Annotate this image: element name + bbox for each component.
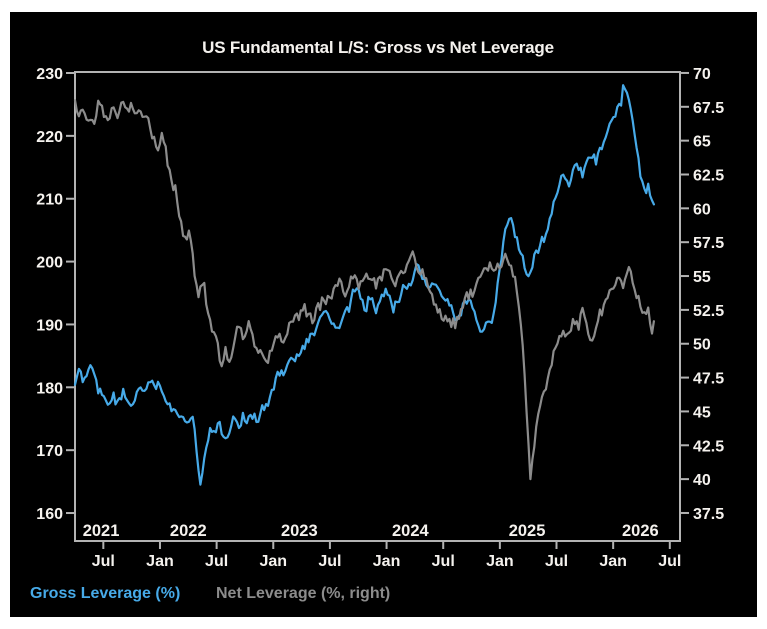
month-tick-label: Jan xyxy=(259,553,287,570)
left-axis-tick-label: 180 xyxy=(36,380,63,397)
left-axis-tick-label: 190 xyxy=(36,317,63,334)
right-axis-tick-label: 70 xyxy=(693,66,711,83)
gross-leverage-line xyxy=(73,84,655,486)
year-label: 2023 xyxy=(281,522,318,540)
right-axis-tick-label: 65 xyxy=(693,134,711,151)
right-axis-tick-label: 55 xyxy=(693,269,711,286)
month-tick-label: Jan xyxy=(486,553,514,570)
month-tick-label: Jul xyxy=(92,553,115,570)
left-axis-tick-label: 220 xyxy=(36,129,63,146)
right-axis-tick-label: 40 xyxy=(693,472,711,489)
right-axis-tick-label: 52.5 xyxy=(693,303,724,320)
right-axis-tick-label: 42.5 xyxy=(693,438,724,455)
year-label: 2026 xyxy=(622,522,659,540)
right-axis-tick-label: 60 xyxy=(693,201,711,218)
left-axis-tick-label: 160 xyxy=(36,506,63,523)
right-axis-tick-label: 47.5 xyxy=(693,371,724,388)
right-axis-tick-label: 67.5 xyxy=(693,100,724,117)
plot-frame xyxy=(74,71,681,542)
month-tick-label: Jan xyxy=(146,553,174,570)
month-tick-label: Jul xyxy=(318,553,341,570)
left-axis-tick-label: 210 xyxy=(36,192,63,209)
month-tick-label: Jul xyxy=(432,553,455,570)
net-leverage-line xyxy=(73,99,655,481)
right-axis-tick-label: 45 xyxy=(693,404,711,421)
month-tick-label: Jul xyxy=(658,553,681,570)
month-tick-label: Jan xyxy=(599,553,627,570)
month-tick-label: Jul xyxy=(205,553,228,570)
year-label: 2021 xyxy=(83,522,120,540)
right-axis-tick-label: 50 xyxy=(693,337,711,354)
year-label: 2022 xyxy=(170,522,207,540)
axis-ticks-group: 160 170 180 190 200 210 220 230 37.5 40 42.5 45 47.5… xyxy=(36,66,724,570)
left-axis-tick-label: 230 xyxy=(36,66,63,83)
year-label: 2025 xyxy=(509,522,546,540)
right-axis-tick-label: 57.5 xyxy=(693,235,724,252)
legend-gross-leverage: Gross Leverage (%) xyxy=(30,585,180,602)
right-axis-tick-label: 37.5 xyxy=(693,506,724,523)
month-tick-label: Jul xyxy=(545,553,568,570)
right-axis-tick-label: 62.5 xyxy=(693,167,724,184)
year-label: 2024 xyxy=(392,522,430,540)
month-tick-label: Jan xyxy=(373,553,401,570)
series-lines-group xyxy=(73,84,655,486)
plot-frame-group xyxy=(74,71,681,542)
legend-net-leverage: Net Leverage (%, right) xyxy=(216,585,390,602)
chart-title: US Fundamental L/S: Gross vs Net Leverag… xyxy=(202,38,554,57)
left-axis-tick-label: 170 xyxy=(36,443,63,460)
left-axis-tick-label: 200 xyxy=(36,255,63,272)
